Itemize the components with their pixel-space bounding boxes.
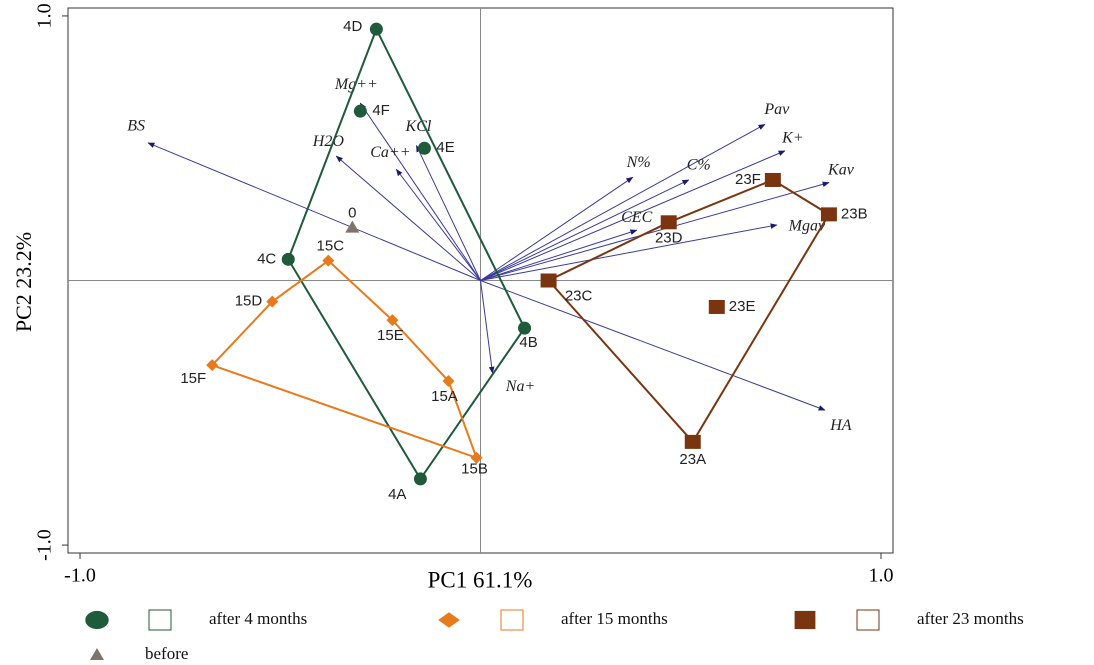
point-label: 4A (388, 486, 406, 503)
legend-text: after 15 months (561, 609, 668, 628)
point (369, 22, 383, 36)
y-tick-label: -1.0 (34, 529, 56, 561)
loading-vector (480, 280, 495, 374)
point (684, 434, 701, 449)
point (266, 295, 279, 308)
point (442, 375, 455, 388)
point-label: 4E (436, 139, 454, 156)
point-label: 15D (235, 293, 263, 310)
loading-vector (480, 280, 826, 411)
point-label: 4C (257, 250, 276, 267)
point (281, 252, 295, 266)
y-tick-label: 1.0 (34, 3, 56, 28)
vector-label: Mgav (788, 218, 826, 235)
y-axis-title: PC2 23.2% (11, 232, 36, 332)
loading-vector (480, 223, 778, 281)
point (417, 141, 431, 155)
legend-text: after 4 months (209, 609, 307, 628)
legend-swatch (856, 609, 880, 631)
loading-vector (147, 142, 481, 281)
point (386, 314, 399, 327)
point-label: 23F (735, 171, 761, 188)
loading-vector (415, 144, 481, 281)
point (660, 215, 677, 230)
point (206, 359, 219, 372)
legend-marker (90, 648, 104, 660)
vector-label: CEC (621, 209, 652, 226)
loading-vector (359, 102, 481, 281)
loading-vector (480, 179, 690, 281)
loading-vector (480, 181, 830, 281)
point-label: 23D (655, 229, 683, 246)
legend-text: before (145, 644, 188, 663)
vector-label: Kav (827, 161, 855, 178)
vector-label: HA (829, 417, 852, 434)
point-label: 4D (343, 18, 362, 35)
point-label: 23C (565, 287, 593, 304)
vector-label: C% (687, 157, 711, 174)
point (518, 321, 532, 335)
point-label: 23E (729, 298, 756, 315)
point-label: 15E (377, 327, 404, 344)
point-label: 15B (461, 461, 488, 478)
x-axis-title: PC1 61.1% (428, 567, 533, 592)
group-hull (210, 259, 479, 460)
legend-marker (85, 610, 109, 630)
vector-label: H2O (312, 133, 345, 150)
legend-swatch (148, 609, 172, 631)
group-hull (546, 178, 831, 444)
legend-swatch (500, 609, 524, 631)
x-tick-label: 1.0 (868, 565, 893, 587)
legend-marker (438, 612, 460, 628)
point (764, 172, 781, 187)
point-label: 4B (519, 334, 537, 351)
point-label: 23B (841, 205, 868, 222)
point-label: 4F (372, 102, 390, 119)
loading-vector (480, 123, 766, 281)
point (540, 273, 557, 288)
vector-label: KCl (405, 118, 432, 135)
loading-vector (480, 150, 786, 281)
point (820, 207, 837, 222)
loading-vector (395, 168, 481, 281)
point (708, 299, 725, 314)
legend: after 4 months after 15 months after 23 mo… (85, 609, 1024, 663)
loading-vector (335, 155, 481, 281)
vector-label: BS (127, 118, 145, 135)
legend-text: after 23 months (917, 609, 1024, 628)
point (470, 451, 483, 464)
point-label: 15C (317, 238, 345, 255)
point (413, 472, 427, 486)
point-label: 15F (180, 370, 206, 387)
point (322, 254, 335, 267)
x-tick-label: -1.0 (64, 565, 96, 587)
vector-label: N% (626, 154, 651, 171)
point-label: 0 (348, 205, 356, 222)
point (345, 220, 360, 233)
vector-label: Pav (763, 101, 790, 118)
loading-vector (480, 229, 638, 281)
vector-label: Ca++ (370, 144, 410, 161)
point-label: 15A (431, 388, 458, 405)
vector-label: Na+ (505, 378, 535, 395)
point (353, 104, 367, 118)
vector-label: K+ (781, 130, 803, 147)
point-label: 23A (679, 451, 706, 468)
legend-marker (794, 610, 816, 630)
loading-vector (480, 176, 634, 281)
